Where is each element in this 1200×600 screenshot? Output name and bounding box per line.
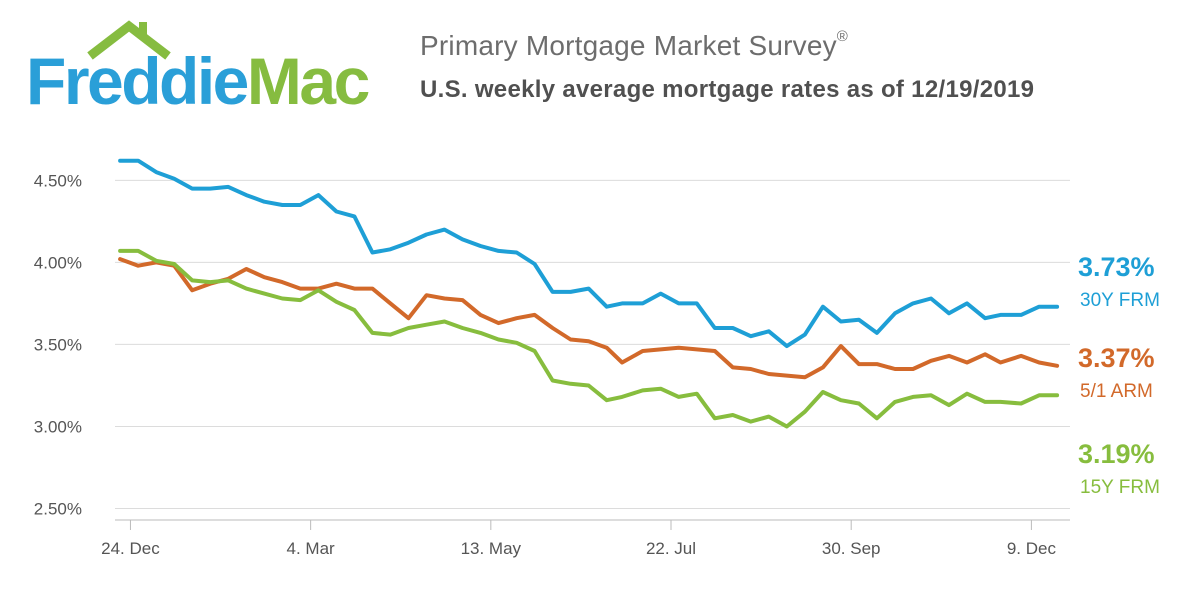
freddie-mac-logo: FreddieMac [26, 20, 371, 110]
legend-label-frm15: 15Y FRM [1080, 477, 1160, 498]
y-tick-label-3: 4.00% [34, 253, 82, 272]
x-tick-label-4: 30. Sep [822, 539, 881, 558]
logo-text-freddie: Freddie [26, 44, 248, 110]
chart-title-text: Primary Mortgage Market Survey [420, 30, 837, 61]
x-tick-label-1: 4. Mar [287, 539, 336, 558]
end-value-arm51: 3.37% [1078, 343, 1155, 373]
x-axis: 24. Dec 4. Mar 13. May 22. Jul 30. Sep 9. Dec [101, 519, 1070, 558]
series-line-frm15 [118, 248, 1060, 429]
y-axis-tick-labels: 2.50% 3.00% 3.50% 4.00% 4.50% [34, 171, 82, 518]
series-lines [118, 158, 1060, 429]
house-roof-icon [87, 20, 171, 60]
y-tick-label-1: 3.00% [34, 417, 82, 436]
logo-text-mac: Mac [247, 44, 369, 110]
end-value-frm30: 3.73% [1078, 252, 1155, 282]
x-tick-label-2: 13. May [461, 539, 522, 558]
end-value-frm15: 3.19% [1078, 439, 1155, 469]
x-tick-label-5: 9. Dec [1007, 539, 1057, 558]
legend-label-frm30: 30Y FRM [1080, 290, 1160, 311]
plot-area [115, 118, 1070, 520]
legend-label-arm51: 5/1 ARM [1080, 381, 1153, 402]
registered-mark: ® [836, 28, 849, 45]
series-end-labels: 3.73% 30Y FRM 3.37% 5/1 ARM 3.19% 15Y FRM [1078, 252, 1160, 498]
y-tick-label-4: 4.50% [34, 171, 82, 190]
svg-text:FreddieMac: FreddieMac [26, 44, 369, 110]
chart-subtitle: U.S. weekly average mortgage rates as of… [420, 76, 1035, 103]
y-tick-label-2: 3.50% [34, 335, 82, 354]
chart-title: Primary Mortgage Market Survey® [420, 28, 848, 62]
x-tick-label-3: 22. Jul [646, 539, 696, 558]
x-tick-label-0: 24. Dec [101, 539, 160, 558]
series-line-arm51 [118, 257, 1060, 380]
y-tick-label-0: 2.50% [34, 500, 82, 519]
series-line-frm30 [118, 158, 1060, 349]
